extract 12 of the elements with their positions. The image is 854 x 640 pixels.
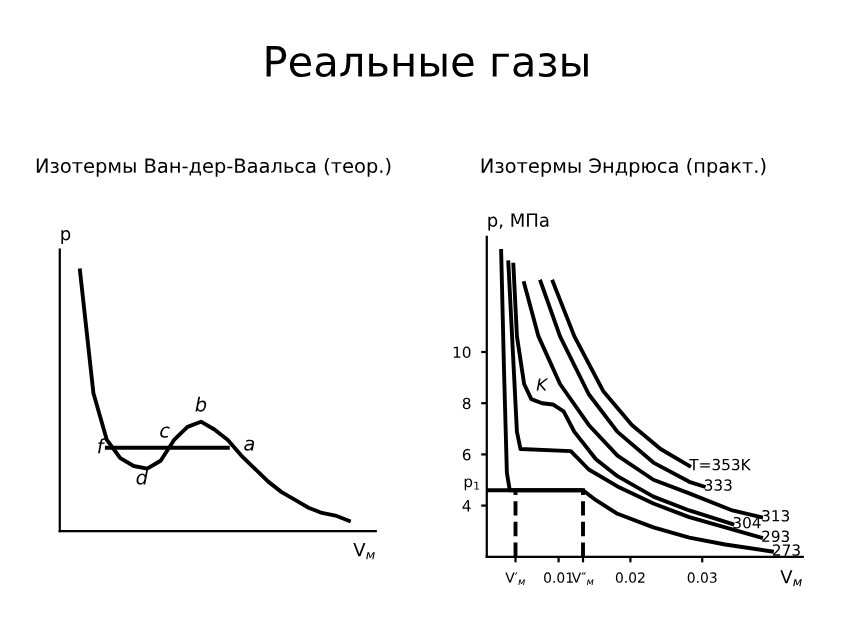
annotation: K	[536, 378, 549, 391]
annotation: a	[244, 439, 255, 451]
x-axis-title: V$_{м}$	[353, 543, 375, 560]
chart-subtitle: Изотермы Эндрюса (практ.)	[481, 158, 766, 177]
annotation: d	[136, 469, 149, 485]
annotation: b	[195, 396, 207, 412]
y-axis-title: p, МПа	[488, 213, 549, 231]
chart-subtitle: Изотермы Ван-дер-Ваальса (теор.)	[36, 158, 391, 177]
chart-title: Реальные газы	[266, 46, 588, 78]
x-axis-title: V$_{м}$	[780, 570, 802, 587]
y-axis-title: p	[61, 230, 71, 244]
annotation: c	[160, 426, 170, 438]
